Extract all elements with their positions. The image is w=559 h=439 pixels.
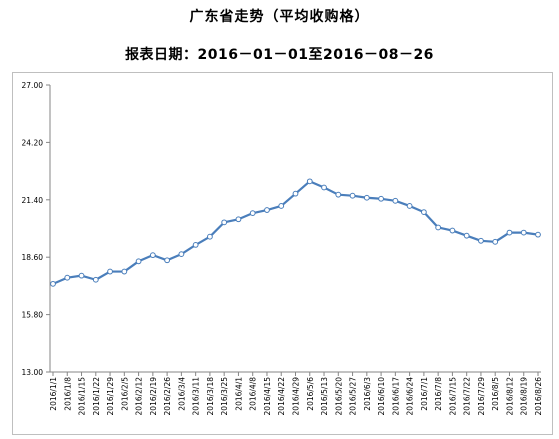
x-tick-label: 2016/1/8 (63, 377, 72, 411)
data-point (292, 190, 299, 197)
data-point (463, 232, 470, 239)
data-point (392, 197, 399, 204)
x-tick-label: 2016/3/25 (220, 377, 229, 416)
x-tick-label: 2016/5/6 (306, 377, 315, 411)
data-point (278, 203, 285, 209)
axes (46, 84, 541, 376)
data-point (178, 251, 185, 258)
y-tick-label: 13.00 (22, 368, 44, 377)
data-point (335, 191, 342, 198)
x-tick-label: 2016/4/22 (277, 377, 286, 416)
data-point (92, 276, 99, 283)
x-tick-label: 2016/1/22 (92, 377, 101, 416)
y-tick-label: 15.80 (22, 311, 44, 320)
data-point (249, 210, 256, 217)
data-point (420, 209, 427, 216)
x-tick-label: 2016/4/8 (249, 377, 258, 411)
x-tick-label: 2016/1/1 (49, 377, 58, 411)
data-point (435, 224, 442, 231)
x-tick-label: 2016/1/29 (106, 377, 115, 416)
x-tick-label: 2016/5/20 (334, 377, 343, 416)
data-point (406, 203, 413, 209)
x-tick-label: 2016/7/15 (448, 377, 457, 416)
x-tick-label: 2016/4/15 (263, 377, 272, 416)
data-point (535, 231, 541, 238)
x-tick-label: 2016/3/11 (192, 377, 201, 416)
x-tick-label: 2016/6/24 (406, 377, 415, 416)
data-point (492, 238, 499, 245)
chart-subtitle: 报表日期：2016－01－01至2016－08－26 (125, 47, 434, 63)
data-point (207, 233, 213, 240)
data-point (520, 229, 527, 236)
data-point (149, 252, 156, 259)
y-tick-label: 18.60 (22, 253, 44, 262)
data-point (78, 272, 85, 279)
x-tick-label: 2016/3/4 (177, 377, 186, 411)
x-tick-label: 2016/7/8 (434, 377, 443, 411)
x-tick-label: 2016/2/19 (149, 377, 158, 416)
data-point (506, 229, 513, 236)
data-point (107, 268, 113, 275)
x-tick-label: 2016/7/1 (420, 377, 429, 411)
x-tick-label: 2016/4/1 (234, 377, 243, 411)
data-point (121, 268, 128, 275)
y-tick-label: 21.40 (22, 196, 44, 205)
x-tick-label: 2016/5/27 (349, 377, 358, 416)
x-tick-label: 2016/4/29 (292, 377, 301, 416)
x-tick-label: 2016/2/5 (120, 377, 129, 411)
data-point (306, 178, 313, 185)
chart-area-border (12, 72, 553, 435)
x-tick-label: 2016/8/5 (491, 377, 500, 411)
x-tick-label: 2016/3/18 (206, 377, 215, 416)
data-point (264, 207, 270, 213)
data-point (363, 194, 370, 201)
data-point (449, 227, 456, 234)
data-point (135, 258, 142, 265)
x-axis-tick-labels: 2016/1/1 2016/1/8 2016/1/15 2016/1/22 2016/1… (49, 377, 543, 416)
y-axis-tick-labels: 13.00 15.80 18.60 21.40 24.20 27.00 (22, 81, 44, 377)
chart-title: 广东省走势（平均收购格） (189, 9, 370, 25)
y-tick-label: 27.00 (22, 81, 44, 90)
data-point (192, 242, 199, 248)
data-point (321, 184, 327, 191)
x-tick-label: 2016/6/10 (377, 377, 386, 416)
x-tick-label: 2016/7/29 (477, 377, 486, 416)
x-tick-label: 2016/6/17 (391, 377, 400, 416)
x-tick-label: 2016/1/15 (78, 377, 87, 416)
x-tick-label: 2016/8/19 (520, 377, 529, 416)
x-tick-label: 2016/2/12 (135, 377, 144, 416)
data-point (221, 219, 228, 226)
data-point (478, 237, 484, 244)
data-point (64, 274, 71, 281)
series-group (50, 178, 541, 287)
data-point (164, 257, 171, 264)
data-point (235, 216, 242, 223)
x-tick-label: 2016/6/3 (363, 377, 372, 411)
y-tick-label: 24.20 (22, 138, 44, 147)
x-tick-label: 2016/2/26 (163, 377, 172, 416)
x-tick-label: 2016/8/12 (505, 377, 514, 416)
x-tick-label: 2016/8/26 (534, 377, 543, 416)
data-point (349, 192, 356, 199)
data-point (50, 280, 56, 287)
x-tick-label: 2016/7/22 (463, 377, 472, 416)
data-point (378, 195, 384, 202)
x-tick-label: 2016/5/13 (320, 377, 329, 416)
